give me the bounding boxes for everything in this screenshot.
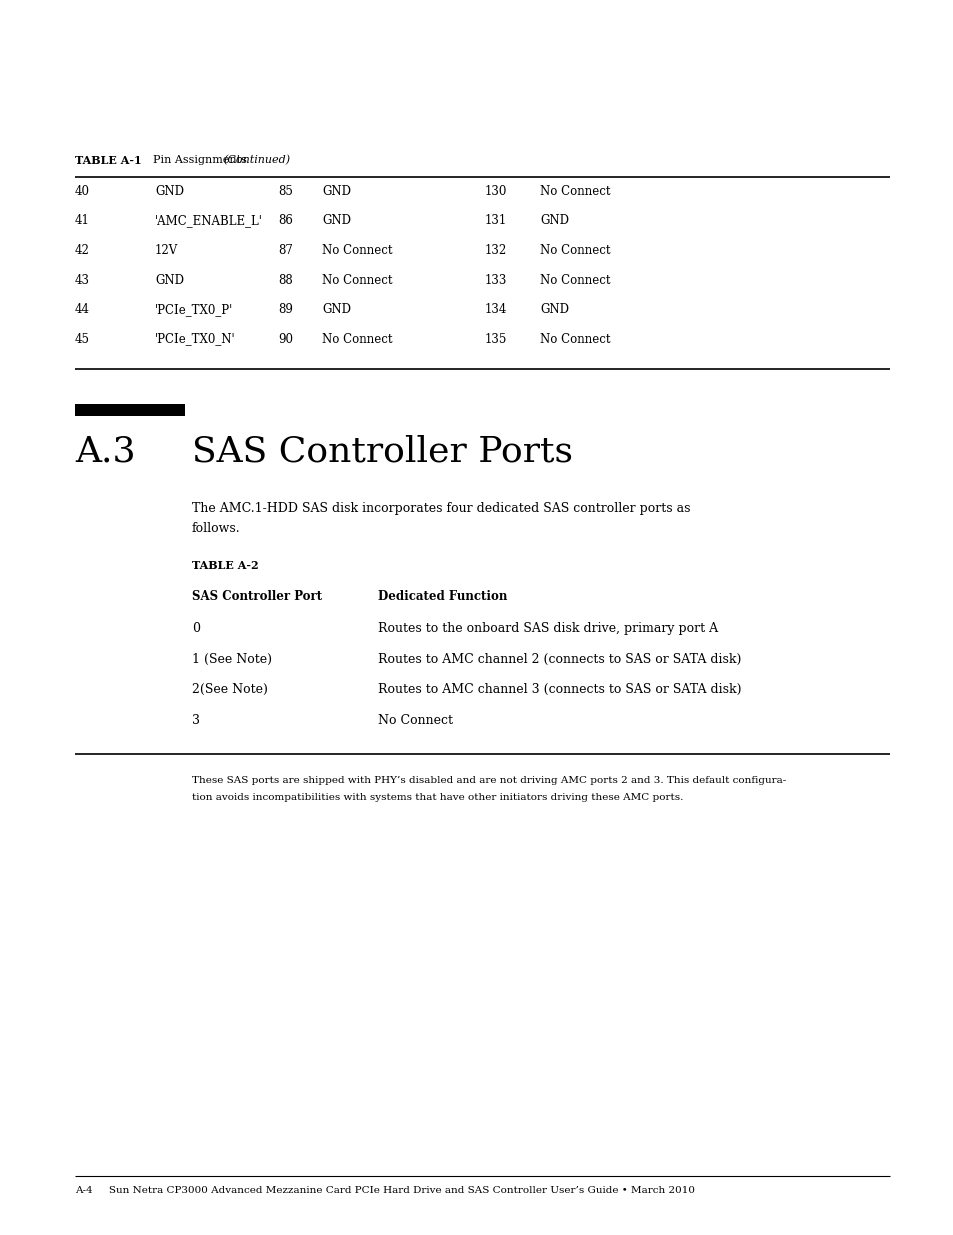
Text: GND: GND [154, 273, 184, 287]
Text: 12V: 12V [154, 245, 178, 257]
Text: 43: 43 [75, 273, 90, 287]
Text: 0: 0 [192, 622, 200, 635]
Text: 86: 86 [277, 215, 293, 227]
Text: 41: 41 [75, 215, 90, 227]
Text: 3: 3 [192, 714, 200, 726]
Text: 132: 132 [484, 245, 507, 257]
Text: SAS Controller Ports: SAS Controller Ports [192, 433, 573, 468]
Text: Routes to the onboard SAS disk drive, primary port A: Routes to the onboard SAS disk drive, pr… [377, 622, 718, 635]
Text: 131: 131 [484, 215, 507, 227]
Text: 89: 89 [277, 303, 293, 316]
Text: No Connect: No Connect [322, 332, 392, 346]
Text: GND: GND [322, 215, 351, 227]
Text: 'AMC_ENABLE_L': 'AMC_ENABLE_L' [154, 215, 263, 227]
Text: 45: 45 [75, 332, 90, 346]
Text: GND: GND [539, 215, 568, 227]
Text: No Connect: No Connect [322, 273, 392, 287]
Text: 134: 134 [484, 303, 507, 316]
Text: The AMC.1-HDD SAS disk incorporates four dedicated SAS controller ports as: The AMC.1-HDD SAS disk incorporates four… [192, 501, 690, 515]
Text: 42: 42 [75, 245, 90, 257]
Text: 135: 135 [484, 332, 507, 346]
Text: 85: 85 [277, 185, 293, 198]
Text: 40: 40 [75, 185, 90, 198]
Text: GND: GND [154, 185, 184, 198]
Text: A.3: A.3 [75, 433, 135, 468]
Text: 'PCIe_TX0_N': 'PCIe_TX0_N' [154, 332, 235, 346]
Text: 1 (See Note): 1 (See Note) [192, 652, 272, 666]
Bar [75, 404, 185, 415]
Text: A-4     Sun Netra CP3000 Advanced Mezzanine Card PCIe Hard Drive and SAS Control: A-4 Sun Netra CP3000 Advanced Mezzanine … [75, 1186, 695, 1194]
Text: 133: 133 [484, 273, 507, 287]
Text: 'PCIe_TX0_P': 'PCIe_TX0_P' [154, 303, 233, 316]
Text: These SAS ports are shipped with PHY’s disabled and are not driving AMC ports 2 : These SAS ports are shipped with PHY’s d… [192, 776, 785, 785]
Text: No Connect: No Connect [539, 245, 610, 257]
Text: Pin Assignments: Pin Assignments [152, 156, 247, 165]
Text: GND: GND [322, 185, 351, 198]
Text: (Continued): (Continued) [223, 156, 290, 165]
Text: TABLE A-1: TABLE A-1 [75, 156, 141, 165]
Text: 130: 130 [484, 185, 507, 198]
Text: No Connect: No Connect [539, 273, 610, 287]
Text: No Connect: No Connect [377, 714, 453, 726]
Text: GND: GND [539, 303, 568, 316]
Text: Routes to AMC channel 2 (connects to SAS or SATA disk): Routes to AMC channel 2 (connects to SAS… [377, 652, 740, 666]
Text: No Connect: No Connect [322, 245, 392, 257]
Text: tion avoids incompatibilities with systems that have other initiators driving th: tion avoids incompatibilities with syste… [192, 794, 682, 803]
Text: SAS Controller Port: SAS Controller Port [192, 590, 322, 603]
Text: 44: 44 [75, 303, 90, 316]
Text: 88: 88 [277, 273, 293, 287]
Text: No Connect: No Connect [539, 332, 610, 346]
Text: 2(See Note): 2(See Note) [192, 683, 268, 697]
Text: 87: 87 [277, 245, 293, 257]
Text: GND: GND [322, 303, 351, 316]
Text: 90: 90 [277, 332, 293, 346]
Text: TABLE A-2: TABLE A-2 [192, 559, 258, 571]
Text: Dedicated Function: Dedicated Function [377, 590, 507, 603]
Text: No Connect: No Connect [539, 185, 610, 198]
Text: Routes to AMC channel 3 (connects to SAS or SATA disk): Routes to AMC channel 3 (connects to SAS… [377, 683, 740, 697]
Text: follows.: follows. [192, 522, 240, 535]
